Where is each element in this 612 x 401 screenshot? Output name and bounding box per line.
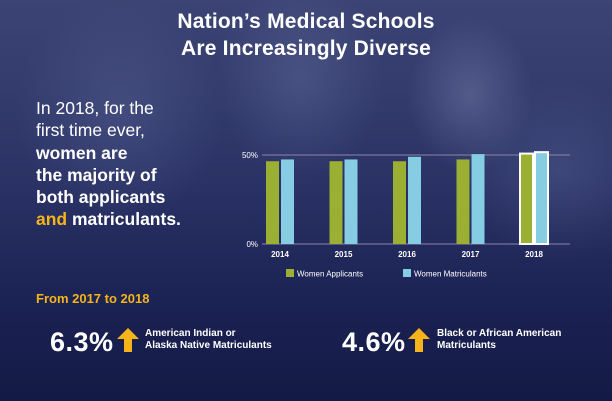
- stat-american-indian: 6.3% American Indian or Alaska Native Ma…: [50, 325, 290, 361]
- page-title: Nation’s Medical Schools Are Increasingl…: [0, 8, 612, 62]
- bar-matriculants-2014: [281, 159, 294, 244]
- stat-value: 6.3%: [50, 327, 114, 357]
- legend-swatch-0: [286, 269, 294, 277]
- intro-text: In 2018, for the first time ever, women …: [36, 97, 226, 231]
- intro-line-1: In 2018, for the: [36, 98, 154, 118]
- legend-label-0: Women Applicants: [297, 270, 363, 279]
- stat-description-line-2: Alaska Native Matriculants: [145, 340, 272, 351]
- bar-applicants-2018: [519, 152, 534, 246]
- stat-description-line-1: American Indian or: [145, 328, 236, 339]
- intro-line-4: the majority of: [36, 164, 157, 185]
- legend-label-1: Women Matriculants: [414, 270, 487, 279]
- stat-description-line-1: Black or African American: [437, 328, 562, 339]
- up-arrow-icon: [117, 328, 139, 352]
- intro-highlight: and: [36, 209, 68, 230]
- y-tick-label: 50%: [242, 151, 258, 160]
- stat-description: Black or African American Matriculants: [437, 328, 561, 352]
- stat-description: American Indian or Alaska Native Matricu…: [145, 328, 272, 352]
- chart-bars: [266, 151, 549, 246]
- bar-matriculants-2015: [344, 159, 358, 244]
- bar-applicants-2015: [329, 161, 343, 244]
- chart-tick-labels: 50% 0% 2014 2015 2016 2017 2018: [242, 151, 543, 259]
- x-tick-label-2016: 2016: [398, 250, 416, 259]
- legend-swatch-1: [403, 269, 411, 277]
- stat-value: 4.6%: [342, 327, 406, 357]
- bar-matriculants-2017: [471, 154, 485, 244]
- title-line-2: Are Increasingly Diverse: [181, 37, 431, 60]
- intro-line-2: first time ever,: [36, 120, 145, 141]
- stat-description-line-2: Matriculants: [437, 340, 496, 351]
- x-tick-label-2014: 2014: [271, 250, 289, 259]
- intro-line-3: women are: [36, 142, 128, 163]
- intro-line-6-rest: matriculants.: [67, 209, 181, 230]
- bar-matriculants-2018: [534, 151, 549, 245]
- y-tick-label: 0%: [246, 240, 258, 249]
- bar-applicants-2014: [266, 161, 279, 244]
- chart-legend: Women Applicants Women Matriculants: [286, 269, 487, 279]
- bar-applicants-2016: [393, 161, 406, 244]
- stats-range-label: From 2017 to 2018: [36, 291, 150, 306]
- x-tick-label-2017: 2017: [462, 250, 480, 259]
- stat-black-african-american: 4.6% Black or African American Matricula…: [342, 325, 582, 361]
- up-arrow-icon: [408, 328, 430, 352]
- x-tick-label-2015: 2015: [335, 250, 353, 259]
- intro-line-5: both applicants: [36, 187, 166, 208]
- intro-line-6: and matriculants.: [36, 208, 226, 230]
- bar-matriculants-2016: [408, 156, 421, 244]
- bar-applicants-2017: [456, 159, 470, 244]
- title-line-1: Nation’s Medical Schools: [177, 10, 435, 33]
- x-tick-label-2018: 2018: [525, 250, 543, 259]
